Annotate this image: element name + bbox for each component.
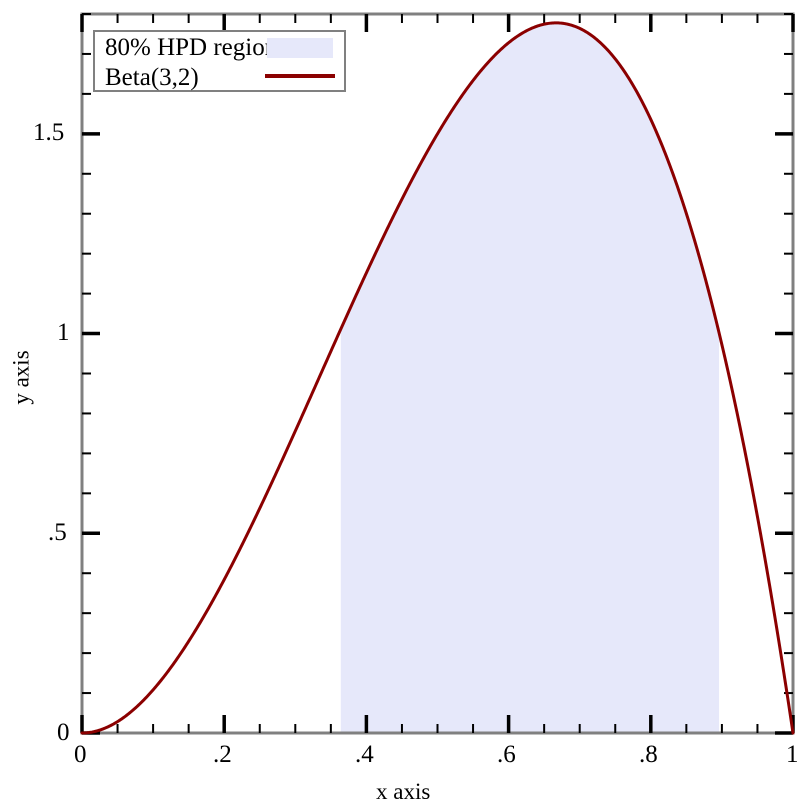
legend-row-beta[interactable]: Beta(3,2) — [95, 62, 344, 92]
y-tick-label-1: .5 — [48, 519, 67, 546]
x-tick-label-3: .6 — [497, 741, 516, 768]
x-tick-label-5: 1 — [786, 741, 799, 768]
legend-label-hpd: 80% HPD region — [105, 34, 278, 61]
legend-swatch-hpd-patch — [267, 38, 333, 58]
hpd-region-fill — [340, 22, 720, 733]
legend-row-hpd[interactable]: 80% HPD region — [95, 32, 344, 62]
legend[interactable]: 80% HPD region Beta(3,2) — [93, 30, 346, 92]
legend-swatch-beta-line — [265, 74, 335, 78]
legend-label-beta: Beta(3,2) — [105, 64, 199, 91]
x-tick-label-0: 0 — [74, 741, 87, 768]
x-tick-label-1: .2 — [213, 741, 232, 768]
y-tick-label-0: 0 — [57, 719, 70, 746]
x-tick-label-4: .8 — [639, 741, 658, 768]
x-tick-label-2: .4 — [355, 741, 374, 768]
beta-curve — [80, 21, 795, 735]
y-tick-label-3: 1.5 — [33, 119, 65, 146]
y-axis-title: y axis — [8, 350, 34, 405]
y-tick-label-2: 1 — [57, 319, 70, 346]
x-axis-title: x axis — [376, 779, 431, 804]
